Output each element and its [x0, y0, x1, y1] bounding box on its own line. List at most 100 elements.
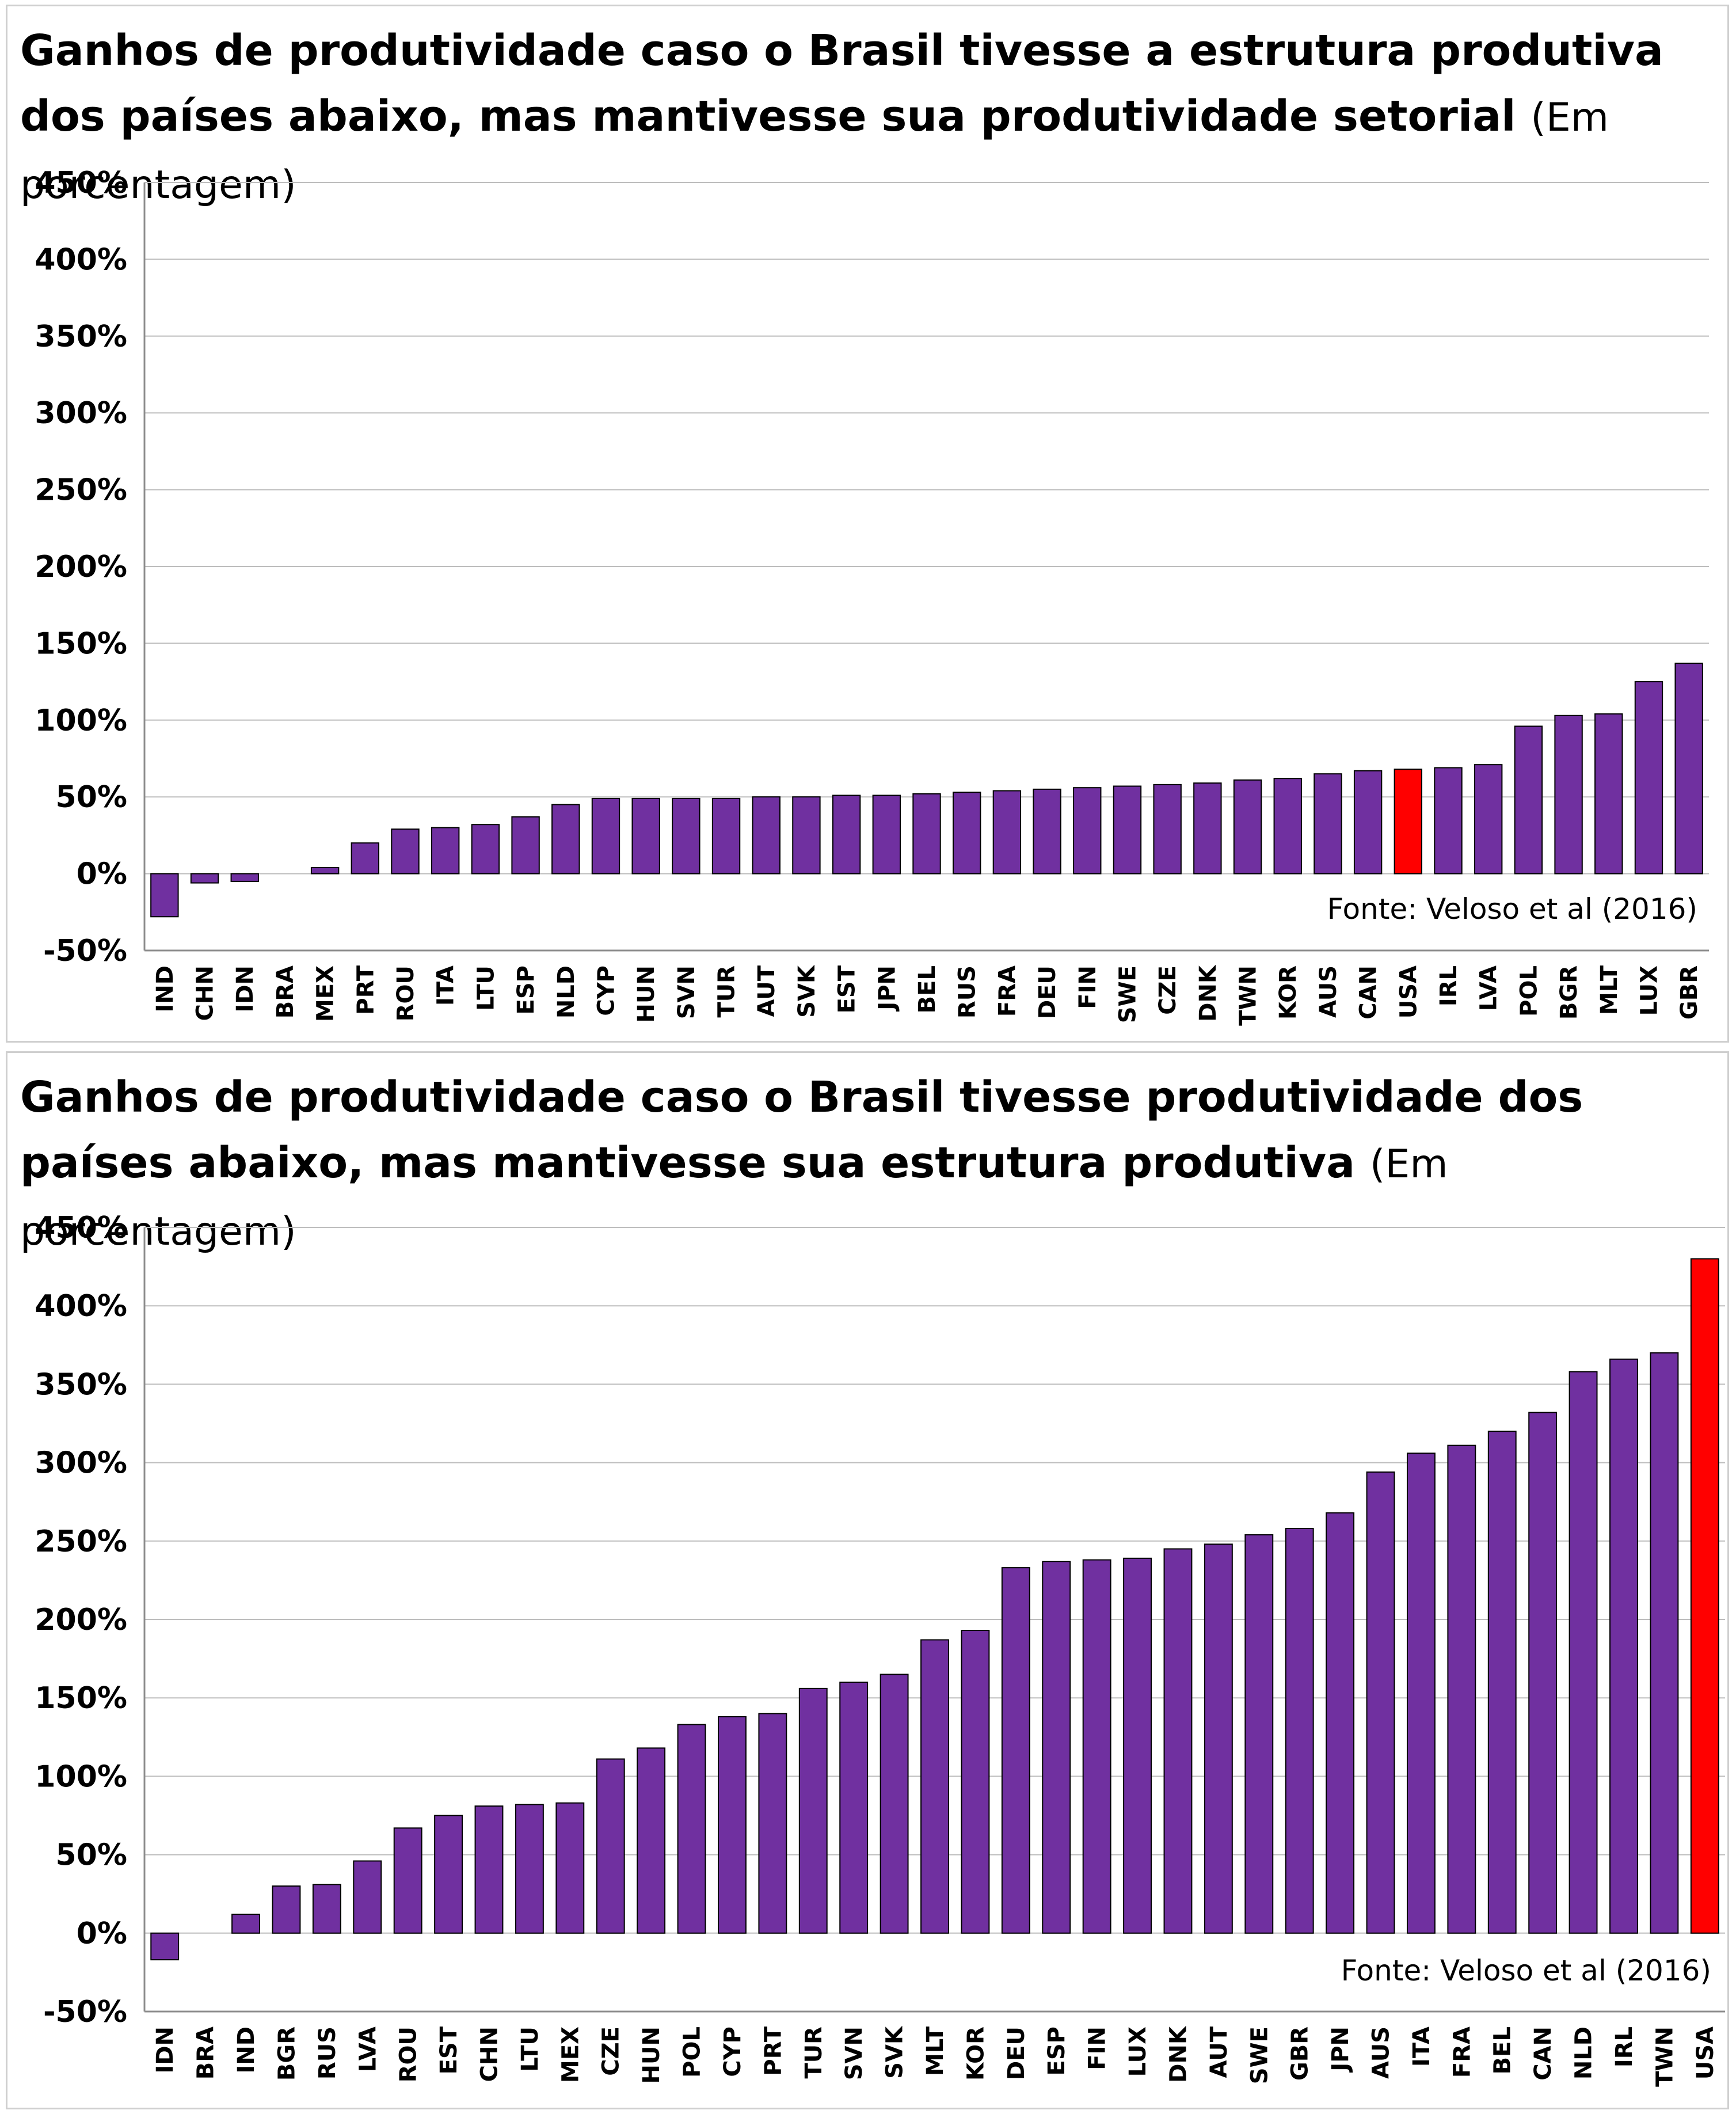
bar-can: [1528, 1412, 1558, 1934]
bar-jpn: [1326, 1512, 1355, 1934]
y-tick-label: 400%: [35, 242, 127, 277]
bar-lva: [353, 1860, 382, 1934]
x-category-label: IDN: [232, 965, 258, 1013]
x-category-label: ESP: [513, 965, 539, 1014]
bar-ita: [431, 827, 460, 875]
chart-subtitle-1: (Em porcentagem): [20, 95, 1609, 208]
bar-prt: [758, 1713, 787, 1934]
x-category-label: TWN: [1651, 2026, 1678, 2087]
bar-aut: [752, 796, 781, 875]
chart-title-1: Ganhos de produtividade caso o Brasil ti…: [20, 18, 1712, 218]
x-category-label: LUX: [1636, 965, 1662, 1016]
x-category-label: ESP: [1044, 2026, 1070, 2075]
x-category-label: SVK: [794, 964, 820, 1018]
y-tick-label: 50%: [56, 780, 127, 815]
bar-svn: [839, 1681, 869, 1934]
chart-title-2: Ganhos de produtividade caso o Brasil ti…: [20, 1064, 1712, 1265]
bar-twn: [1233, 779, 1262, 875]
bar-cze: [1153, 784, 1182, 875]
x-category-label: AUT: [1206, 2026, 1232, 2078]
bar-deu: [1001, 1567, 1030, 1934]
bar-ind: [150, 873, 179, 918]
chart-panel-1: Ganhos de produtividade caso o Brasil ti…: [6, 5, 1729, 1043]
x-category-label: LTU: [473, 965, 499, 1011]
x-category-label: MEX: [557, 2026, 584, 2083]
bar-nld: [1569, 1371, 1598, 1934]
x-category-label: CAN: [1530, 2026, 1556, 2081]
bar-esp: [1042, 1561, 1071, 1934]
x-category-label: LVA: [1476, 965, 1502, 1011]
bar-pol: [677, 1724, 706, 1934]
x-category-label: BGR: [273, 2026, 300, 2081]
chart-title-2-text: Ganhos de produtividade caso o Brasil ti…: [20, 1073, 1583, 1188]
x-category-label: USA: [1395, 965, 1422, 1018]
bar-ltu: [471, 824, 500, 875]
bar-deu: [1033, 788, 1061, 875]
y-tick-label: 300%: [35, 1446, 127, 1481]
x-category-label: USA: [1692, 2026, 1719, 2079]
bar-ltu: [515, 1804, 544, 1934]
bar-chn: [474, 1805, 504, 1934]
bar-kor: [961, 1630, 990, 1934]
bar-lux: [1123, 1557, 1152, 1934]
x-category-label: DNK: [1165, 2025, 1191, 2083]
x-category-label: ROU: [393, 965, 419, 1021]
x-category-label: MLT: [1596, 965, 1623, 1015]
y-tick-label: 150%: [35, 1681, 127, 1716]
y-tick-label: 350%: [35, 320, 127, 354]
x-category-label: PRT: [760, 2026, 786, 2075]
x-category-label: CHN: [192, 965, 219, 1021]
x-category-label: JPN: [1327, 2026, 1354, 2073]
bar-hun: [637, 1747, 666, 1934]
bar-twn: [1650, 1352, 1679, 1934]
bar-chn: [190, 873, 219, 884]
x-category-label: MEX: [313, 965, 339, 1022]
x-category-label: ITA: [1408, 2026, 1435, 2067]
bar-pol: [1514, 725, 1543, 875]
x-category-label: HUN: [638, 2026, 665, 2083]
bar-chart-2: -50% 0% 50% 100% 150% 200% 250% 300% 350% 400% 450…: [35, 1211, 1725, 2087]
x-category-label: DEU: [1034, 965, 1061, 1019]
y-tick-label: 0%: [77, 1917, 127, 1951]
y-tick-label: 300%: [35, 396, 127, 431]
x-category-label: CAN: [1356, 965, 1382, 1020]
bar-rou: [391, 828, 420, 875]
y-tick-label: 250%: [35, 1524, 127, 1559]
bar-cyp: [591, 797, 620, 875]
bar-nld: [551, 804, 580, 875]
x-category-label: TWN: [1235, 965, 1262, 1026]
chart-title-1-text: Ganhos de produtividade caso o Brasil ti…: [20, 26, 1663, 141]
bar-mex: [555, 1802, 585, 1934]
bar-bel: [912, 793, 941, 875]
y-tick-label: 350%: [35, 1367, 127, 1402]
y-tick-label: 200%: [35, 1603, 127, 1637]
x-category-label: ITA: [433, 965, 459, 1006]
bar-cyp: [718, 1716, 747, 1934]
x-category-label: SVN: [841, 2026, 867, 2080]
bar-hun: [631, 797, 660, 875]
x-category-label: BEL: [1490, 2026, 1516, 2074]
x-category-label: BRA: [272, 965, 299, 1018]
x-category-label: KOR: [962, 2026, 989, 2081]
y-tick-label: 200%: [35, 550, 127, 584]
source-note-2: Fonte: Veloso et al (2016): [1341, 1954, 1711, 1987]
bar-tur: [711, 797, 741, 875]
bar-rus: [952, 792, 981, 875]
bar-dnk: [1193, 782, 1222, 875]
bar-est: [434, 1815, 463, 1934]
bar-bgr: [1554, 714, 1583, 875]
y-tick-label: 0%: [77, 857, 127, 892]
bar-gbr: [1285, 1528, 1314, 1934]
bar-svk: [792, 796, 821, 875]
x-category-label: BRA: [193, 2026, 219, 2079]
y-tick-label: 100%: [35, 704, 127, 738]
x-category-label: ROU: [395, 2026, 422, 2082]
bar-lux: [1634, 681, 1663, 875]
x-category-label: IRL: [1611, 2026, 1638, 2067]
x-category-label: LTU: [517, 2026, 543, 2072]
bar-chart-1: -50% 0% 50% 100% 150% 200% 250% 300% 350% 400% 450…: [35, 166, 1709, 1026]
bar-prt: [351, 842, 380, 875]
bar-kor: [1273, 778, 1302, 875]
y-tick-label: 100%: [35, 1759, 127, 1794]
x-category-label: LUX: [1125, 2026, 1151, 2077]
